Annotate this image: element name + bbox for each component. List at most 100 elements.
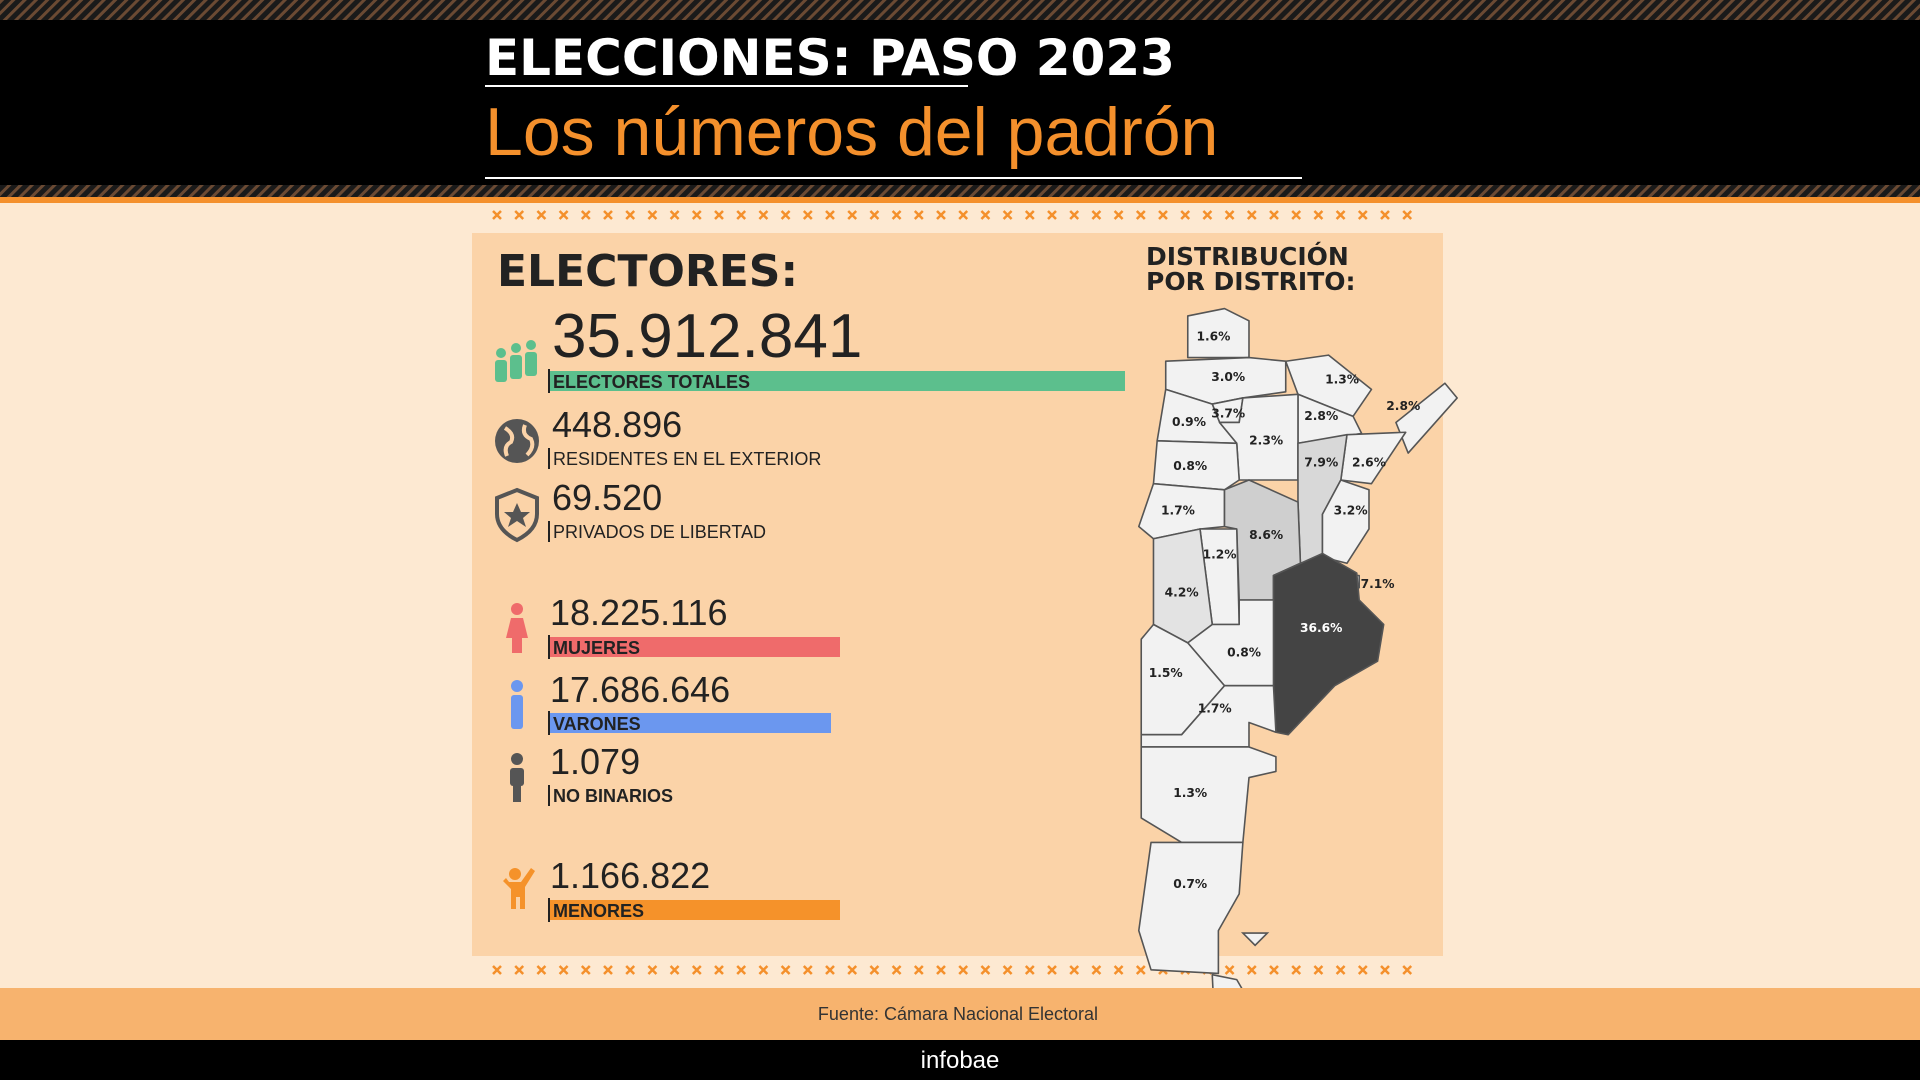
district-label: 1.3%: [1173, 786, 1207, 800]
cross: [1091, 965, 1102, 975]
cross: [1224, 965, 1235, 975]
cross: [1313, 210, 1324, 220]
bar: [548, 900, 840, 920]
district-label: 1.6%: [1197, 329, 1231, 343]
map-title: DISTRIBUCIÓN: [1146, 241, 1349, 271]
stat-label: RESIDENTES EN EL EXTERIOR: [553, 449, 821, 469]
cross: [514, 210, 525, 220]
cross: [891, 965, 902, 975]
stat-label: MENORES: [553, 901, 644, 921]
cross: [1335, 210, 1346, 220]
district: [1140, 746, 1277, 844]
cross: [1024, 965, 1035, 975]
cross: [1180, 210, 1191, 220]
district: [1186, 307, 1250, 359]
orange-line: [0, 197, 1920, 203]
cross: [736, 210, 747, 220]
cross: [869, 210, 880, 220]
cross: [691, 965, 702, 975]
district-label: 0.8%: [1173, 459, 1207, 473]
cross: [1091, 210, 1102, 220]
people-icon: [495, 340, 537, 382]
district-label: 3.7%: [1211, 407, 1245, 421]
hatch-bottom: [0, 185, 1920, 197]
footer-band: [0, 988, 1920, 1040]
cross: [536, 210, 547, 220]
cross: [1269, 965, 1279, 975]
cross: [847, 210, 858, 220]
cross: [1357, 210, 1368, 220]
map-title: POR DISTRITO:: [1146, 267, 1356, 296]
cross: [780, 965, 791, 975]
cross: [1246, 965, 1257, 975]
district-label: 1.7%: [1161, 503, 1195, 517]
district-label: 2.6%: [1352, 456, 1386, 470]
cross: [492, 210, 502, 220]
cross: [625, 210, 636, 220]
person-icon: [510, 753, 524, 802]
cross: [1135, 965, 1146, 975]
cross: [514, 965, 525, 975]
cross: [603, 210, 613, 220]
cross: [536, 965, 547, 975]
stat-value: 1.166.822: [550, 855, 710, 896]
shield-icon: [495, 487, 539, 543]
cross: [1335, 965, 1346, 975]
cross: [1002, 965, 1013, 975]
district-label: 3.0%: [1211, 370, 1245, 384]
stat-label: VARONES: [553, 714, 641, 734]
stat-value: 18.225.116: [550, 592, 728, 633]
subtitle: Los números del padrón: [485, 94, 1218, 170]
cross: [825, 210, 835, 220]
district: [1140, 684, 1277, 748]
brand: infobae: [921, 1047, 1000, 1074]
district-label: 7.9%: [1304, 456, 1338, 470]
man-icon: [511, 680, 523, 729]
brand-band: [0, 1040, 1920, 1080]
cross: [1357, 965, 1368, 975]
cross: [1380, 965, 1390, 975]
stat-label: ELECTORES TOTALES: [553, 372, 750, 392]
stat-label: MUJERES: [553, 638, 640, 658]
cross: [647, 210, 658, 220]
cross: [780, 210, 791, 220]
cross: [625, 965, 636, 975]
cross: [980, 210, 991, 220]
cross: [802, 965, 813, 975]
cross: [1024, 210, 1035, 220]
source: Fuente: Cámara Nacional Electoral: [818, 1004, 1098, 1024]
stat-value: 35.912.841: [552, 302, 862, 371]
district-label: 2.8%: [1386, 399, 1420, 413]
cross: [714, 210, 724, 220]
district-label: 0.8%: [1227, 645, 1261, 659]
cross: [1202, 210, 1213, 220]
cross: [1069, 965, 1080, 975]
district-label: 1.2%: [1203, 547, 1237, 561]
cross: [758, 965, 769, 975]
cross: [958, 210, 969, 220]
district: [1137, 841, 1244, 975]
cross: [580, 965, 591, 975]
cross: [1246, 210, 1257, 220]
cross: [958, 965, 969, 975]
cross: [691, 210, 702, 220]
cross: [558, 965, 569, 975]
cross: [936, 965, 946, 975]
cross: [603, 965, 613, 975]
cross: [1113, 210, 1124, 220]
cross: [1269, 210, 1279, 220]
district: [1284, 354, 1373, 418]
cross: [492, 965, 502, 975]
stat-value: 1.079: [550, 741, 640, 782]
cross: [913, 210, 924, 220]
cross: [1002, 210, 1013, 220]
district-label: 4.2%: [1165, 585, 1199, 599]
woman-icon: [506, 603, 528, 653]
district-label: 2.8%: [1304, 409, 1338, 423]
district-label: 2.3%: [1249, 433, 1283, 447]
district: [1321, 479, 1370, 565]
cross: [1158, 210, 1168, 220]
cross: [802, 210, 813, 220]
cross: [1402, 210, 1413, 220]
district-label: 0.9%: [1172, 415, 1206, 429]
